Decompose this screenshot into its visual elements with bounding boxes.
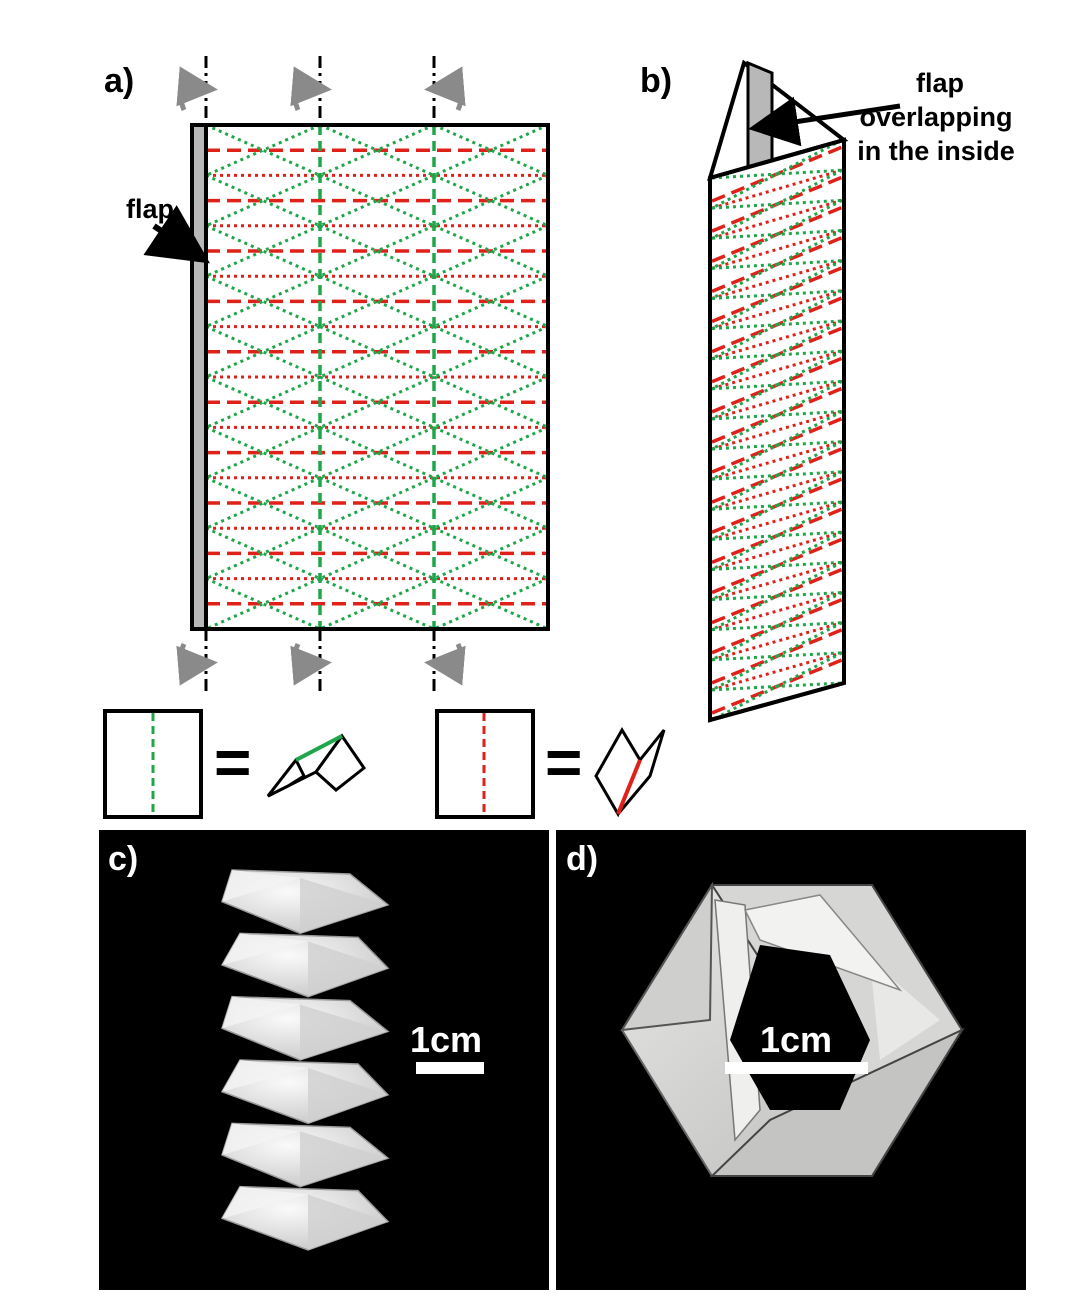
panel-d-label: d) — [566, 840, 598, 878]
inside-flap — [746, 60, 774, 174]
panel-c-label: c) — [108, 840, 138, 878]
flap-strip — [190, 123, 208, 631]
rotation-arrows — [176, 66, 466, 686]
scale-bar-d — [725, 1062, 868, 1074]
scale-bar-c-label: 1cm — [410, 1019, 482, 1060]
mountain-legend-box — [435, 709, 535, 819]
valley-fold-icon — [266, 733, 367, 798]
folded-tower-photo — [220, 869, 390, 1251]
flap-arrow — [143, 205, 210, 264]
mountain-fold-icon — [594, 727, 666, 818]
panel-b-folded-tube: b) flap overlapping in the inside — [640, 59, 1015, 723]
panel-a-crease-pattern: a) flap — [104, 56, 550, 696]
valley-equals: = — [214, 726, 251, 798]
annotation-line-3: in the inside — [857, 136, 1015, 166]
fold-legend: = = — [103, 709, 666, 819]
panel-d-photo-top-view: d) 1cm — [556, 830, 1026, 1290]
scale-bar-d-label: 1cm — [760, 1019, 832, 1060]
flap-label: flap — [126, 194, 174, 224]
inside-flap-arrow — [748, 96, 901, 147]
panel-a-label: a) — [104, 62, 134, 100]
crease-pattern-lines — [205, 123, 549, 631]
mountain-equals: = — [545, 726, 582, 798]
tube-crease-lines — [711, 138, 843, 722]
scale-bar-c — [416, 1062, 484, 1074]
panel-b-label: b) — [640, 62, 672, 100]
tube-body — [708, 137, 846, 723]
panel-c-photo-side-view: c) 1cm — [99, 830, 549, 1290]
annotation-line-1: flap — [916, 68, 964, 98]
